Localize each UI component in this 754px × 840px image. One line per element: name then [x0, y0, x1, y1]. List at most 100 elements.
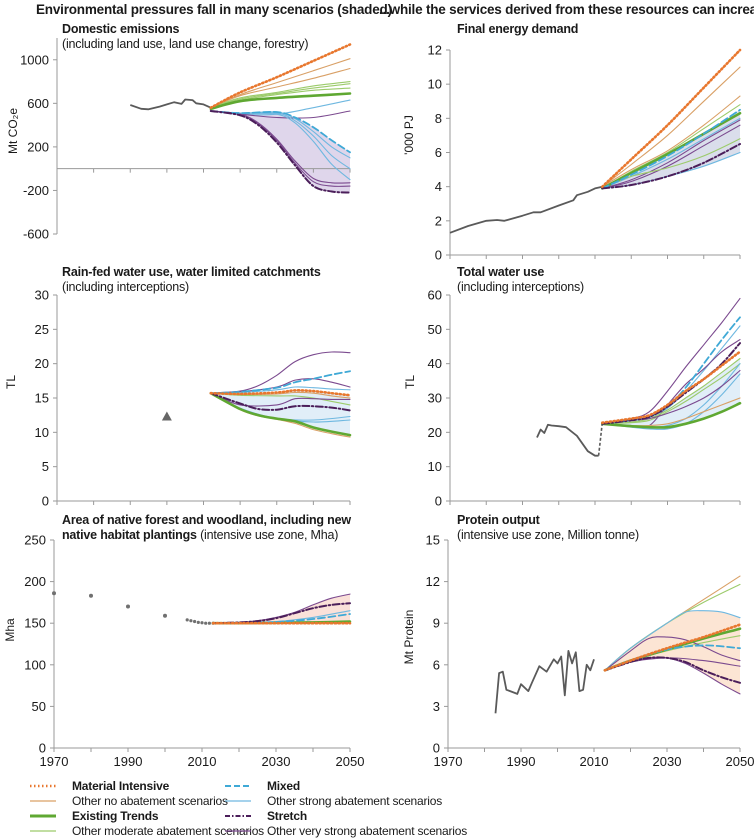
historical-point	[207, 621, 211, 625]
energy-chart: Final energy demand '000 PJ 0 2 4 6 8 10 12	[377, 20, 754, 265]
scenario-line-stretch	[603, 656, 741, 684]
emissions-plot: -600 -200 200 600 1000	[20, 38, 352, 242]
y-tick-label: 30	[35, 288, 49, 303]
scenario-line-other-strong	[601, 117, 741, 189]
legend-swatch-dashed	[225, 784, 251, 787]
rainfed-water-chart: Rain-fed water use, water limited catchm…	[0, 265, 377, 510]
legend-label: Stretch	[267, 808, 307, 823]
y-tick-label: 20	[35, 356, 49, 371]
scenario-line-stretch	[601, 143, 741, 190]
legend-label: Existing Trends	[72, 808, 159, 823]
scenario-line-other-very-strong	[210, 378, 351, 394]
legend-label: Mixed	[267, 778, 301, 793]
scenario-line-other-no-abatement	[601, 95, 741, 188]
total-water-chart: Total water use (including interceptions…	[377, 265, 754, 510]
scenario-line-mixed	[601, 108, 741, 190]
y-tick-label: 250	[24, 533, 46, 548]
y-tick-label: 5	[42, 459, 49, 474]
chart-subtitle: (including interceptions)	[457, 280, 585, 294]
x-tick-label: 1970	[434, 754, 463, 769]
chart-title: Domestic emissions	[62, 22, 180, 36]
historical-point	[189, 619, 193, 623]
scenario-line-mixed	[209, 370, 351, 395]
scenario-line-material-intensive	[601, 48, 742, 188]
x-tick-label: 2030	[653, 754, 682, 769]
scenario-line-material-intensive	[603, 623, 742, 672]
legend-label: Material Intensive	[72, 778, 170, 793]
y-tick-label: 100	[24, 657, 46, 672]
shaded-range-band	[210, 111, 350, 193]
x-tick-label: 2010	[188, 754, 217, 769]
y-tick-label: 12	[426, 574, 440, 589]
x-tick-label: 1990	[507, 754, 536, 769]
total-water-plot: 0 10 20 30 40 50 60	[428, 288, 742, 509]
legend-label: Other very strong abatement scenarios	[267, 823, 468, 838]
y-tick-label: 10	[35, 425, 49, 440]
legend-item-other-no-abatement: Other no abatement scenarios	[30, 793, 228, 808]
y-tick-label: 15	[426, 533, 440, 548]
y-tick-label: 25	[35, 322, 49, 337]
legend-swatch-thin	[30, 829, 56, 832]
y-tick-label: 1000	[20, 52, 49, 67]
legend-swatch-thin	[225, 829, 251, 832]
historical-point	[89, 593, 93, 598]
left-column-heading: Environmental pressures fall in many sce…	[36, 2, 392, 17]
emissions-chart: Domestic emissions (including land use, …	[0, 20, 377, 265]
y-tick-label: 0	[433, 741, 440, 756]
historical-line	[449, 185, 603, 234]
legend-label: Other no abatement scenarios	[72, 793, 228, 808]
scenario-line-other-moderate	[210, 81, 351, 109]
scenario-line-material-intensive	[209, 389, 352, 397]
shaded-range-band	[213, 594, 350, 624]
y-tick-label: 0	[435, 494, 442, 509]
y-tick-label: -200	[23, 183, 49, 198]
scenario-line-other-strong	[210, 110, 351, 181]
y-tick-label: 60	[428, 288, 442, 303]
chart-title: Rain-fed water use, water limited catchm…	[62, 265, 321, 279]
y-tick-label: 0	[39, 741, 46, 756]
chart-subtitle: (including land use, land use change, fo…	[62, 37, 309, 51]
y-tick-label: 6	[433, 657, 440, 672]
legend-label: Other moderate abatement scenarios	[72, 823, 264, 838]
y-tick-label: 9	[433, 616, 440, 631]
chart-title: Total water use	[457, 265, 545, 279]
x-tick-label: 1970	[40, 754, 69, 769]
scenario-line-other-strong	[604, 610, 741, 671]
legend-swatch-thin	[225, 799, 251, 802]
chart-title: Protein output	[457, 513, 540, 527]
protein-plot: 0 3 6 9 12 15 1970 1990 2010 2030 2050	[426, 533, 754, 770]
legend: Material Intensive Other no abatement sc…	[30, 778, 750, 840]
legend-swatch-thin	[30, 799, 56, 802]
historical-point	[200, 621, 204, 625]
y-tick-label: 15	[35, 391, 49, 406]
historical-point	[126, 604, 130, 609]
scenario-line-material-intensive	[601, 350, 742, 424]
legend-swatch-dashdot	[225, 814, 251, 817]
legend-item-mixed: Mixed	[225, 778, 300, 793]
y-tick-label: 50	[32, 699, 46, 714]
x-tick-label: 1990	[114, 754, 143, 769]
legend-swatch-thick	[30, 814, 56, 817]
y-tick-label: 10	[428, 459, 442, 474]
scenario-line-other-very-strong	[210, 392, 351, 407]
historical-line	[536, 423, 599, 457]
shaded-range-band	[602, 358, 740, 428]
scenario-line-existing-trends	[209, 92, 352, 111]
scenario-line-other-very-strong	[604, 636, 741, 671]
right-column-heading: ...while the services derived from these…	[379, 2, 754, 17]
x-tick-label: 2030	[262, 754, 291, 769]
native-forest-chart: Area of native forest and woodland, incl…	[0, 505, 377, 770]
historical-point	[204, 621, 208, 625]
historical-break-line	[597, 422, 604, 456]
y-tick-label: 6	[435, 145, 442, 160]
chart-subtitle: (intensive use zone, Million tonne)	[457, 528, 639, 542]
scenario-line-other-very-strong	[210, 110, 351, 187]
chart-subtitle: (including interceptions)	[62, 280, 190, 294]
y-tick-label: 200	[27, 139, 49, 154]
y-tick-label: 0	[435, 248, 442, 263]
legend-item-material-intensive: Material Intensive	[30, 778, 169, 793]
y-tick-label: 10	[428, 77, 442, 92]
scenario-line-other-no-abatement	[210, 58, 351, 109]
scenario-line-other-very-strong	[601, 124, 741, 189]
forest-plot: 0 50 100 150 200 250 1970 1990 2010 2030 2050	[24, 533, 364, 770]
